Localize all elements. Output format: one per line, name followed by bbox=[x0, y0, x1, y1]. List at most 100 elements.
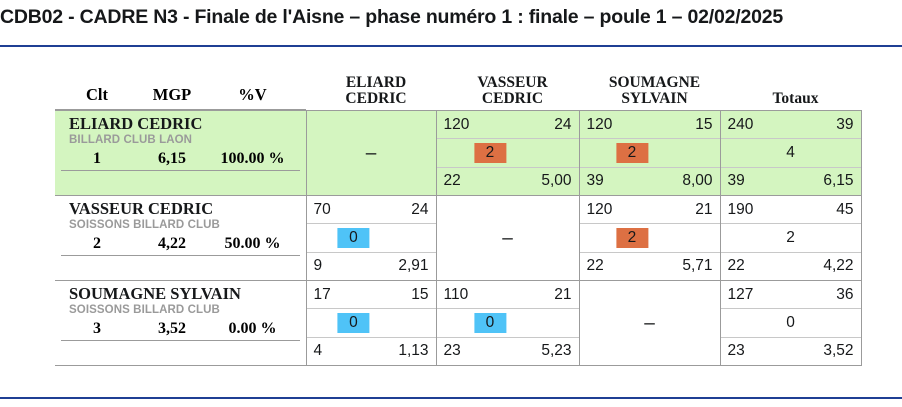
match-points-line: 0 bbox=[306, 223, 436, 253]
match-points-line: 0 bbox=[720, 308, 861, 338]
match-average-line: 4 1,13 bbox=[307, 338, 436, 365]
player-name: VASSEUR CEDRIC bbox=[69, 199, 214, 218]
header-clt: Clt bbox=[86, 85, 108, 104]
header-opponent-1: VASSEUR CEDRIC bbox=[477, 73, 548, 108]
title-divider bbox=[0, 45, 902, 47]
match-score-line: 120 15 bbox=[580, 111, 720, 138]
match-score-line: 17 15 bbox=[307, 281, 436, 308]
points-scored: 127 bbox=[727, 285, 754, 303]
totals-cell: 190 45 2 22 4,22 bbox=[719, 195, 862, 281]
points-scored: 120 bbox=[586, 115, 613, 133]
points-scored: 240 bbox=[727, 115, 754, 133]
player-mgp: 4,22 bbox=[158, 234, 186, 252]
reprises-value: 15 bbox=[695, 115, 713, 133]
average: 3,52 bbox=[823, 342, 854, 360]
reprises-value: 36 bbox=[836, 285, 854, 303]
table-row: VASSEUR CEDRIC SOISSONS BILLARD CLUB 2 4,22… bbox=[55, 195, 862, 281]
player-name: ELIARD CEDRIC bbox=[69, 114, 203, 133]
standings-table: Clt MGP %V ELIARD CEDRIC VASSEUR CEDRIC … bbox=[55, 66, 862, 366]
reprises-value: 39 bbox=[836, 115, 854, 133]
player-stats: 2 4,22 50.00 % bbox=[61, 235, 300, 256]
match-cell: 17 15 0 4 1,13 bbox=[305, 280, 437, 366]
match-cell: 120 15 2 39 8,00 bbox=[578, 110, 721, 196]
match-points-line: 0 bbox=[306, 308, 436, 338]
match-points-line: 2 bbox=[579, 138, 720, 168]
page-title: CDB02 - CADRE N3 - Finale de l'Aisne – p… bbox=[0, 6, 784, 28]
match-cell: 70 24 0 9 2,91 bbox=[305, 195, 437, 281]
average: 2,91 bbox=[398, 257, 429, 275]
match-points-win-badge: 2 bbox=[615, 227, 648, 249]
header-mgp: MGP bbox=[152, 85, 192, 104]
header-opponent-0: ELIARD CEDRIC bbox=[345, 73, 407, 108]
header-totals: Totaux bbox=[772, 90, 819, 108]
table-row: ELIARD CEDRIC BILLARD CLUB LAON 1 6,15 100.0… bbox=[55, 110, 862, 196]
reprises-value: 24 bbox=[554, 115, 572, 133]
table-row: SOUMAGNE SYLVAIN SOISSONS BILLARD CLUB 3 3,… bbox=[55, 280, 862, 366]
match-points-loss-badge: 0 bbox=[473, 312, 506, 334]
player-club: SOISSONS BILLARD CLUB bbox=[69, 304, 220, 317]
match-average-line: 39 8,00 bbox=[580, 168, 720, 195]
points-scored: 17 bbox=[313, 285, 331, 303]
player-stats: 3 3,52 0.00 % bbox=[61, 320, 300, 341]
match-points-line: 2 bbox=[579, 223, 720, 253]
match-score-line: 190 45 bbox=[721, 196, 861, 223]
player-win-percent: 100.00 % bbox=[220, 149, 285, 167]
player-cell: ELIARD CEDRIC BILLARD CLUB LAON 1 6,15 100.0… bbox=[55, 110, 307, 196]
average: 5,00 bbox=[541, 172, 572, 190]
best-run: 4 bbox=[313, 342, 323, 360]
best-run: 22 bbox=[727, 257, 745, 275]
match-average-line: 22 4,22 bbox=[721, 253, 861, 280]
best-run: 39 bbox=[727, 172, 745, 190]
match-points-loss-badge: 0 bbox=[337, 312, 370, 334]
match-average-line: 22 5,71 bbox=[580, 253, 720, 280]
average: 5,23 bbox=[541, 342, 572, 360]
table-header: Clt MGP %V ELIARD CEDRIC VASSEUR CEDRIC … bbox=[55, 66, 861, 111]
match-average-line: 23 3,52 bbox=[721, 338, 861, 365]
player-rank: 3 bbox=[93, 319, 101, 337]
match-score-line: 240 39 bbox=[721, 111, 861, 138]
reprises-value: 21 bbox=[554, 285, 572, 303]
match-average-line: 39 6,15 bbox=[721, 168, 861, 195]
footer-divider bbox=[0, 397, 902, 399]
reprises-value: 24 bbox=[411, 200, 429, 218]
best-run: 23 bbox=[443, 342, 461, 360]
match-cell: – bbox=[435, 195, 580, 281]
match-points-line: 2 bbox=[720, 223, 861, 253]
player-mgp: 6,15 bbox=[158, 149, 186, 167]
match-score-line: 110 21 bbox=[437, 281, 579, 308]
match-points-line: 2 bbox=[436, 138, 579, 168]
player-rank: 1 bbox=[93, 149, 101, 167]
table-body: ELIARD CEDRIC BILLARD CLUB LAON 1 6,15 100.0… bbox=[55, 110, 862, 366]
average: 4,22 bbox=[823, 257, 854, 275]
match-points-line: 4 bbox=[720, 138, 861, 168]
totals-cell: 127 36 0 23 3,52 bbox=[719, 280, 862, 366]
player-cell: VASSEUR CEDRIC SOISSONS BILLARD CLUB 2 4,22… bbox=[55, 195, 307, 281]
match-score-line: 127 36 bbox=[721, 281, 861, 308]
reprises-value: 21 bbox=[695, 200, 713, 218]
self-match-dash: – bbox=[502, 227, 513, 249]
player-name: SOUMAGNE SYLVAIN bbox=[69, 284, 241, 303]
self-match-dash: – bbox=[365, 142, 377, 164]
match-points-win-badge: 2 bbox=[615, 142, 648, 164]
player-mgp: 3,52 bbox=[158, 319, 186, 337]
average: 6,15 bbox=[823, 172, 854, 190]
match-points-total: 2 bbox=[786, 228, 795, 246]
best-run: 9 bbox=[313, 257, 323, 275]
points-scored: 120 bbox=[586, 200, 613, 218]
best-run: 22 bbox=[443, 172, 461, 190]
points-scored: 120 bbox=[443, 115, 470, 133]
average: 1,13 bbox=[398, 342, 429, 360]
self-match-dash: – bbox=[644, 312, 655, 334]
match-average-line: 9 2,91 bbox=[307, 253, 436, 280]
best-run: 39 bbox=[586, 172, 604, 190]
match-points-line: 0 bbox=[436, 308, 579, 338]
player-win-percent: 0.00 % bbox=[228, 319, 277, 337]
match-cell: 110 21 0 23 5,23 bbox=[435, 280, 580, 366]
match-cell: 120 21 2 22 5,71 bbox=[578, 195, 721, 281]
player-win-percent: 50.00 % bbox=[224, 234, 281, 252]
player-club: SOISSONS BILLARD CLUB bbox=[69, 219, 220, 232]
match-points-win-badge: 2 bbox=[473, 142, 506, 164]
header-opponent-2: SOUMAGNE SYLVAIN bbox=[608, 73, 701, 108]
totals-cell: 240 39 4 39 6,15 bbox=[719, 110, 862, 196]
